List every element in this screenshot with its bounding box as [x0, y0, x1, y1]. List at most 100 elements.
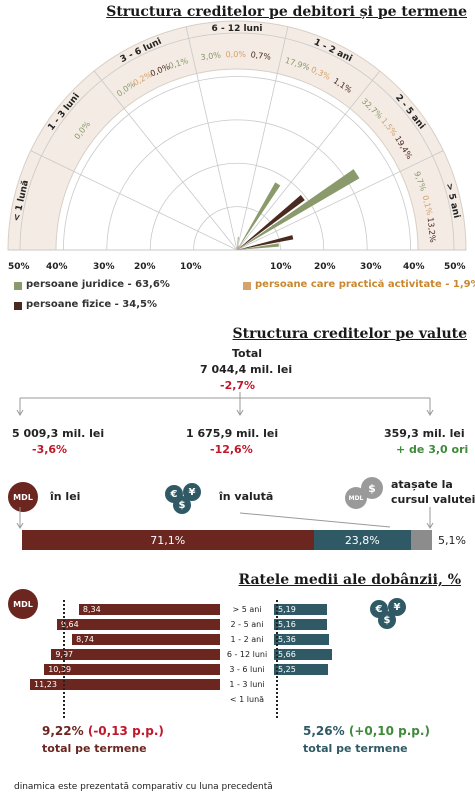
axis-left-10: 10% [180, 262, 202, 272]
bar-atasate-label: 5,1% [438, 534, 466, 547]
dollar-grey-coin-icon: $ [361, 477, 383, 499]
wedge-juridice [237, 237, 239, 250]
legend-activitate: persoane care practică activitate - 1,9% [255, 279, 475, 290]
bar-connectors [16, 507, 434, 529]
segment-value-label: 13,2% [426, 217, 438, 244]
section3-title: Ratele medii ale dobânzii, % [238, 572, 462, 588]
axis-left-50: 50% [8, 262, 30, 272]
term-label: 6 - 12 luni [226, 650, 268, 659]
legend-activitate-swatch [243, 282, 251, 290]
axis-right-20: 20% [314, 262, 336, 272]
grid-ring [19, 32, 455, 251]
atasate-value: 359,3 mil. lei [384, 427, 465, 440]
lei-value: 5 009,3 mil. lei [12, 427, 105, 440]
spoke [236, 70, 381, 251]
tree-connectors [16, 392, 434, 416]
currency-coins-icon: € ¥ $ [165, 483, 205, 515]
mdl-badge-text: MDL [13, 492, 33, 502]
section1-title: Structura creditelor pe debitori și pe t… [106, 4, 467, 20]
atasate-label-2: cursul valutei [391, 493, 475, 506]
axis-left-30: 30% [93, 262, 115, 272]
yen-coin-icon: ¥ [183, 483, 201, 501]
segment-value-label: 3,0% [200, 50, 222, 62]
valuta-change: -12,6% [210, 443, 253, 456]
term-label: 1 - 2 ani [230, 635, 264, 644]
val-rate-bar: 5,66 [274, 649, 332, 660]
val-rate-bar: 5,19 [274, 604, 328, 615]
atasate-change: + de 3,0 ori [396, 443, 469, 456]
section2-title: Structura creditelor pe valute [232, 326, 467, 342]
lei-avg-line [63, 600, 65, 718]
wedge-juridice [237, 169, 360, 250]
lei-label: în lei [50, 490, 81, 503]
wedge-fizice [237, 195, 305, 250]
segment-value-label: 0,7% [250, 50, 272, 61]
val-total-change: (+0,10 p.p.) [348, 724, 430, 738]
spoke [93, 70, 238, 251]
wedge-fizice [237, 235, 294, 250]
lei-change: -3,6% [32, 443, 68, 456]
rates-chart: > 5 ani 8,34 5,19 2 - 5 ani 9,64 5,16 1 - 2 an… [0, 600, 475, 720]
axis-left-40: 40% [46, 262, 68, 272]
currency-coins-icon-rates: € ¥ $ [370, 598, 410, 630]
spoke [236, 150, 444, 251]
dollar-coin-icon: $ [173, 496, 191, 514]
lei-rate-bar: 8,74 [72, 634, 220, 645]
axis-right-labels: 10% 20% 30% 40% 50% [268, 262, 468, 274]
mdl-dollar-icon: MDL $ [345, 477, 385, 513]
mdl-badge-rates: MDL [8, 589, 38, 619]
legend-juridice-swatch [14, 282, 22, 290]
total-value: 7 044,4 mil. lei [200, 363, 293, 376]
total-change: -2,7% [220, 379, 256, 392]
val-rate-bar: 5,25 [274, 664, 328, 675]
lei-rate-bar: 8,34 [78, 604, 220, 615]
term-label: < 1 lună [229, 695, 265, 704]
wedge-juridice [237, 182, 281, 250]
axis-right-50: 50% [444, 262, 466, 272]
axis-right-40: 40% [403, 262, 425, 272]
mdl-badge: MDL [8, 482, 38, 512]
axis-left-labels: 50% 40% 30% 20% 10% [8, 262, 202, 274]
val-avg-line [276, 600, 278, 718]
wedge-activitate [237, 245, 242, 250]
lei-total-label: total pe termene [42, 742, 147, 755]
term-label: 3 - 6 luni [229, 665, 265, 674]
term-label: 2 - 5 ani [230, 620, 264, 629]
term-label: 1 - 3 luni [229, 680, 265, 689]
wedge-fizice [237, 245, 240, 250]
legend-fizice: persoane fizice - 34,5% [26, 299, 158, 310]
spoke [185, 26, 238, 251]
total-label: Total [232, 347, 263, 360]
polar-outer-band [7, 20, 467, 251]
lei-total-value: 9,22% [42, 724, 84, 738]
atasate-label-1: atașate la [391, 478, 453, 491]
currency-bar: 71,1% 23,8% [22, 530, 432, 550]
bar-segment-atasate [411, 530, 432, 550]
lei-rate-bar: 9,64 [56, 619, 220, 630]
bar-lei-label: 71,1% [150, 533, 186, 547]
lei-rate-bar: 11,23 [30, 679, 220, 690]
bar-segment-lei: 71,1% [22, 530, 314, 550]
grid-ring [63, 76, 411, 251]
valuta-value: 1 675,9 mil. lei [186, 427, 279, 440]
legend-fizice-swatch [14, 302, 22, 310]
axis-left-20: 20% [134, 262, 156, 272]
bar-valuta-label: 23,8% [344, 533, 380, 547]
spoke [30, 150, 238, 251]
mdl-badge-rates-text: MDL [13, 599, 33, 609]
legend-juridice: persoane juridice - 63,6% [26, 279, 170, 290]
axis-right-10: 10% [270, 262, 292, 272]
dollar-coin-icon-rates: $ [378, 611, 396, 629]
bar-segment-valuta: 23,8% [313, 530, 412, 550]
lei-total-change: (-0,13 p.p.) [87, 724, 164, 738]
val-rate-bar: 5,36 [274, 634, 329, 645]
val-rate-bar: 5,16 [274, 619, 327, 630]
lei-total: 9,22% (-0,13 p.p.) [42, 724, 164, 738]
yen-coin-icon-rates: ¥ [388, 598, 406, 616]
spoke [236, 26, 289, 251]
category-label: 6 - 12 luni [212, 24, 263, 34]
axis-right-30: 30% [360, 262, 382, 272]
val-total-value: 5,26% [303, 724, 345, 738]
valuta-label: în valută [219, 490, 274, 503]
